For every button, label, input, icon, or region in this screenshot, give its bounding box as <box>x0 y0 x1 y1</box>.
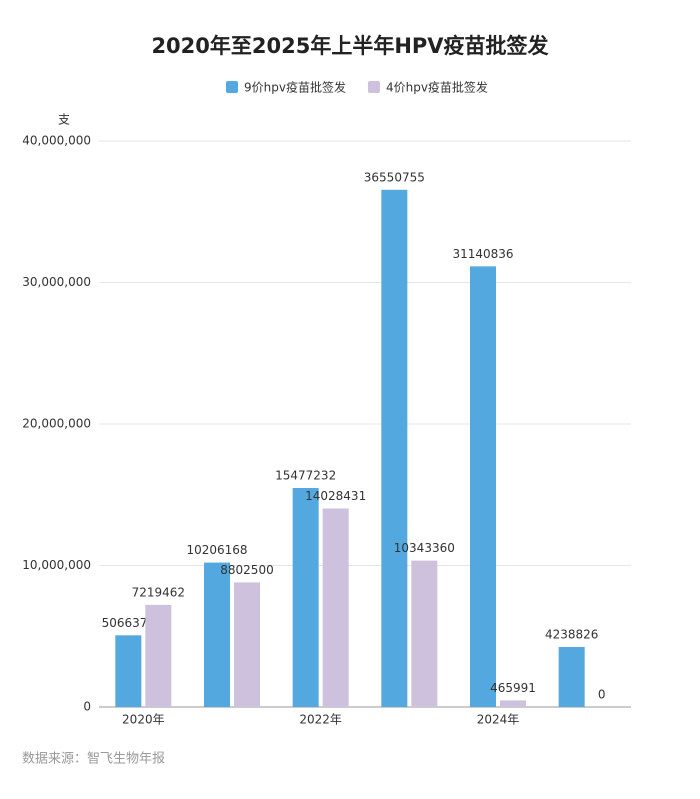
y-tick-label: 0 <box>83 700 91 714</box>
bar <box>381 189 408 707</box>
data-label: 14028431 <box>305 489 366 503</box>
x-tick-label: 2022年 <box>299 713 342 727</box>
data-label: 7219462 <box>132 585 185 599</box>
data-label: 4238826 <box>545 628 598 642</box>
bar <box>500 700 526 707</box>
bar <box>470 266 496 707</box>
bar <box>115 635 142 707</box>
bar <box>145 604 172 707</box>
source: 数据来源：智飞生物年报 <box>22 752 165 767</box>
x-tick-label: 2024年 <box>477 713 520 727</box>
bar <box>558 647 585 707</box>
data-label: 10206168 <box>186 543 247 557</box>
legend-swatch <box>226 81 238 93</box>
data-label: 0 <box>598 688 606 702</box>
data-label: 465991 <box>490 681 536 695</box>
bar <box>292 487 319 707</box>
data-label: 15477232 <box>275 468 336 482</box>
bar <box>204 562 230 707</box>
y-tick-label: 10,000,000 <box>22 558 91 572</box>
chart-title: 2020年至2025年上半年HPV疫苗批签发 <box>151 34 549 58</box>
y-unit: 支 <box>58 113 70 127</box>
y-tick-label: 30,000,000 <box>22 275 91 289</box>
data-label: 10343360 <box>394 541 455 555</box>
y-tick-label: 20,000,000 <box>22 417 91 431</box>
bar <box>322 508 349 707</box>
data-label: 36550755 <box>364 170 425 184</box>
data-label: 31140836 <box>452 247 513 261</box>
x-tick-label: 2020年 <box>122 713 165 727</box>
bar <box>411 560 438 707</box>
data-label: 8802500 <box>220 563 273 577</box>
y-tick-label: 40,000,000 <box>22 134 91 148</box>
data-label: 5066376 <box>102 616 155 630</box>
legend-label: 9价hpv疫苗批签发 <box>244 80 346 95</box>
legend-label: 4价hpv疫苗批签发 <box>386 80 488 95</box>
bar <box>234 582 260 707</box>
legend-swatch <box>367 81 380 93</box>
